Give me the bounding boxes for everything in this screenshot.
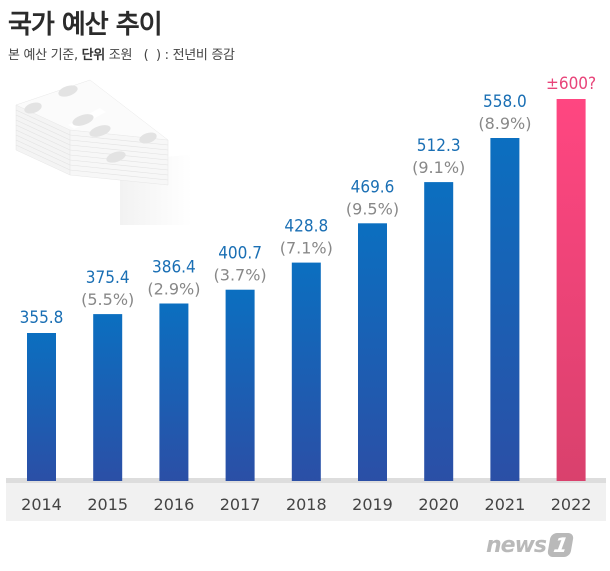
bar-2019: [358, 223, 387, 482]
page-title: 국가 예산 추이: [8, 10, 163, 40]
growth-label: (8.9%): [478, 114, 531, 133]
subtitle-unit: 조원 ( ) : 전년비 증감: [104, 48, 235, 63]
value-label: 400.7: [218, 244, 262, 264]
chart-subtitle: 본 예산 기준, 단위 조원 ( ) : 전년비 증감: [8, 44, 235, 63]
x-tick-label: 2021: [485, 495, 526, 514]
money-stack-lines: [15, 109, 169, 181]
growth-label: (5.5%): [81, 290, 134, 309]
x-tick-label: 2019: [352, 495, 393, 514]
x-axis-band: [6, 478, 606, 521]
bars-group: [27, 99, 586, 482]
x-tick-label: 2016: [154, 495, 195, 514]
bar-2020: [424, 182, 454, 481]
x-tick-label: 2014: [21, 495, 62, 514]
subtitle-unit-label: 단위: [81, 48, 106, 63]
x-tick-label: 2017: [220, 495, 261, 514]
value-label: 469.6: [351, 177, 395, 197]
bar-2018: [291, 262, 321, 481]
growth-label: (3.7%): [214, 266, 267, 285]
value-label: 512.3: [417, 136, 461, 156]
bar-2021: [490, 138, 520, 481]
x-tick-label: 2018: [286, 495, 327, 514]
growth-label: (9.1%): [412, 158, 465, 177]
growth-label: (9.5%): [346, 199, 399, 218]
value-label: 558.0: [483, 92, 527, 112]
bar-2014: [27, 333, 56, 481]
logo-text: news: [486, 533, 547, 558]
value-label: ±600?: [546, 74, 596, 94]
x-tick-label: 2015: [87, 495, 128, 514]
logo-mark: 1: [546, 533, 575, 557]
labels-group: 355.8 2014 375.4 (5.5%) 2015 386.4 (2.9%) 2016 4…: [20, 74, 597, 514]
subtitle-prefix: 본 예산 기준,: [8, 48, 82, 63]
bar-2015: [93, 314, 123, 481]
value-label: 386.4: [152, 258, 196, 278]
bar-2016: [159, 303, 189, 481]
x-tick-label: 2022: [551, 495, 592, 514]
growth-label: (2.9%): [147, 280, 200, 299]
bar-forecast-2022: [556, 99, 586, 481]
bar-2017: [225, 289, 255, 481]
value-label: 355.8: [20, 308, 64, 328]
growth-label: (7.1%): [280, 239, 333, 258]
money-stack-icon: [15, 79, 192, 225]
value-label: 428.8: [284, 217, 328, 237]
x-tick-label: 2020: [418, 495, 459, 514]
value-label: 375.4: [86, 268, 130, 288]
news1-logo: news 1: [486, 533, 575, 558]
